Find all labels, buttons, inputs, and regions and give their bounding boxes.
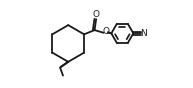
Text: O: O xyxy=(93,10,100,19)
Text: N: N xyxy=(140,29,147,38)
Text: O: O xyxy=(103,27,110,36)
